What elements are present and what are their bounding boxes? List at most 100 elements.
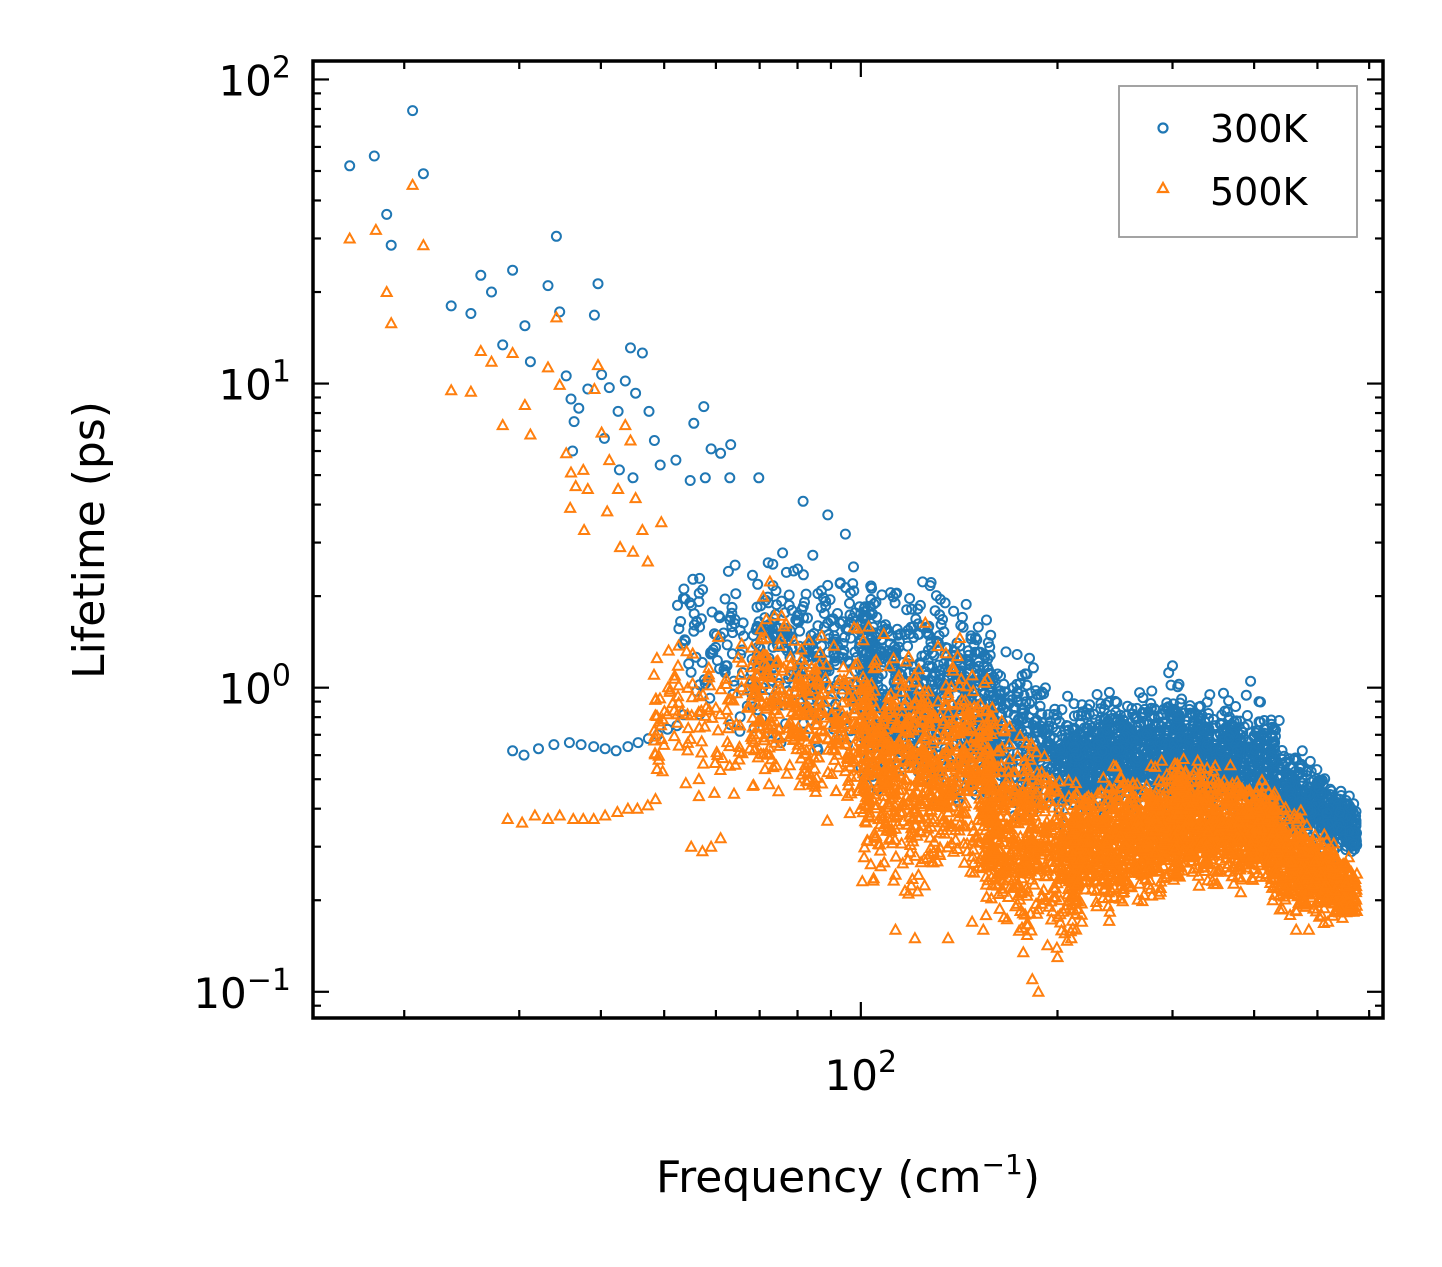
point-300k [707, 647, 719, 659]
point-300k [822, 579, 834, 591]
point-300k [800, 588, 812, 600]
series-layer [343, 105, 1364, 997]
point-300k [934, 593, 946, 605]
point-300k [960, 598, 972, 610]
point-300k [767, 641, 779, 653]
point-300k [818, 608, 830, 619]
point-300k [780, 566, 792, 578]
point-300k [1056, 704, 1068, 716]
point-300k [948, 605, 960, 617]
point-300k [777, 547, 789, 559]
point-300k [812, 620, 824, 632]
point-300k [759, 612, 771, 624]
point-300k [1011, 691, 1023, 703]
point-300k [804, 640, 816, 652]
point-300k [834, 578, 846, 590]
point-300k [856, 646, 868, 658]
point-300k [697, 584, 709, 596]
point-300k [828, 621, 840, 633]
point-300k [696, 656, 708, 668]
point-300k [737, 667, 748, 679]
point-300k [905, 621, 917, 633]
point-300k [876, 668, 888, 680]
point-300k [678, 583, 690, 595]
point-300k [1049, 703, 1061, 715]
point-300k [971, 634, 983, 646]
point-300k [823, 633, 835, 645]
point-300k [726, 607, 738, 619]
point-300k [726, 601, 738, 613]
point-300k [823, 665, 835, 677]
point-300k [848, 585, 860, 597]
point-300k [1016, 702, 1028, 714]
point-300k [1062, 690, 1074, 702]
point-300k [983, 689, 995, 701]
point-300k [945, 657, 957, 669]
point-300k [1027, 719, 1039, 731]
point-300k [866, 582, 878, 594]
point-300k [876, 589, 888, 601]
point-300k [858, 602, 870, 614]
point-300k [721, 639, 733, 651]
point-300k [673, 623, 685, 635]
point-300k [763, 597, 774, 609]
point-300k [902, 640, 914, 652]
point-300k [694, 572, 706, 584]
point-300k [1146, 685, 1158, 697]
point-300k [672, 599, 683, 611]
point-300k [998, 703, 1010, 715]
point-300k [822, 646, 834, 658]
point-300k [935, 619, 947, 630]
point-300k [1012, 747, 1024, 759]
point-300k [994, 685, 1006, 697]
point-300k [1050, 714, 1062, 725]
point-300k [1013, 713, 1024, 725]
point-300k [964, 660, 976, 671]
point-300k [913, 628, 925, 640]
point-300k [719, 593, 731, 605]
point-300k [1021, 717, 1033, 729]
point-300k [1021, 668, 1033, 680]
point-300k [901, 604, 913, 616]
point-300k [1027, 662, 1039, 674]
point-300k [829, 636, 841, 648]
point-300k [1016, 670, 1028, 682]
point-300k [912, 603, 924, 615]
point-300k [926, 661, 938, 672]
point-300k [875, 647, 887, 659]
point-300k [729, 559, 741, 571]
point-300k [747, 569, 758, 581]
point-300k [1054, 742, 1066, 754]
point-300k [694, 621, 706, 633]
point-300k [687, 573, 699, 585]
point-300k [815, 585, 827, 597]
point-300k [924, 580, 936, 592]
point-300k [934, 665, 946, 677]
point-300k [957, 621, 969, 633]
point-300k [751, 601, 763, 613]
point-300k [984, 649, 996, 661]
point-300k [720, 660, 732, 672]
point-300k [797, 569, 809, 581]
point-300k [730, 588, 742, 600]
point-300k [906, 603, 917, 615]
point-300k [1011, 718, 1023, 730]
point-300k [932, 637, 944, 648]
point-300k [1034, 720, 1046, 732]
point-300k [937, 614, 948, 625]
point-300k [776, 595, 787, 607]
point-300k [848, 561, 859, 573]
point-300k [1024, 652, 1035, 664]
point-300k [904, 593, 916, 604]
point-300k [856, 660, 868, 672]
point-300k [1035, 708, 1047, 720]
point-300k [981, 614, 992, 626]
point-300k [711, 655, 723, 666]
point-300k [820, 600, 832, 612]
point-300k [996, 735, 1008, 747]
point-300k [859, 610, 871, 622]
point-300k [1031, 689, 1043, 701]
point-300k [792, 563, 804, 575]
point-300k [1137, 692, 1149, 704]
